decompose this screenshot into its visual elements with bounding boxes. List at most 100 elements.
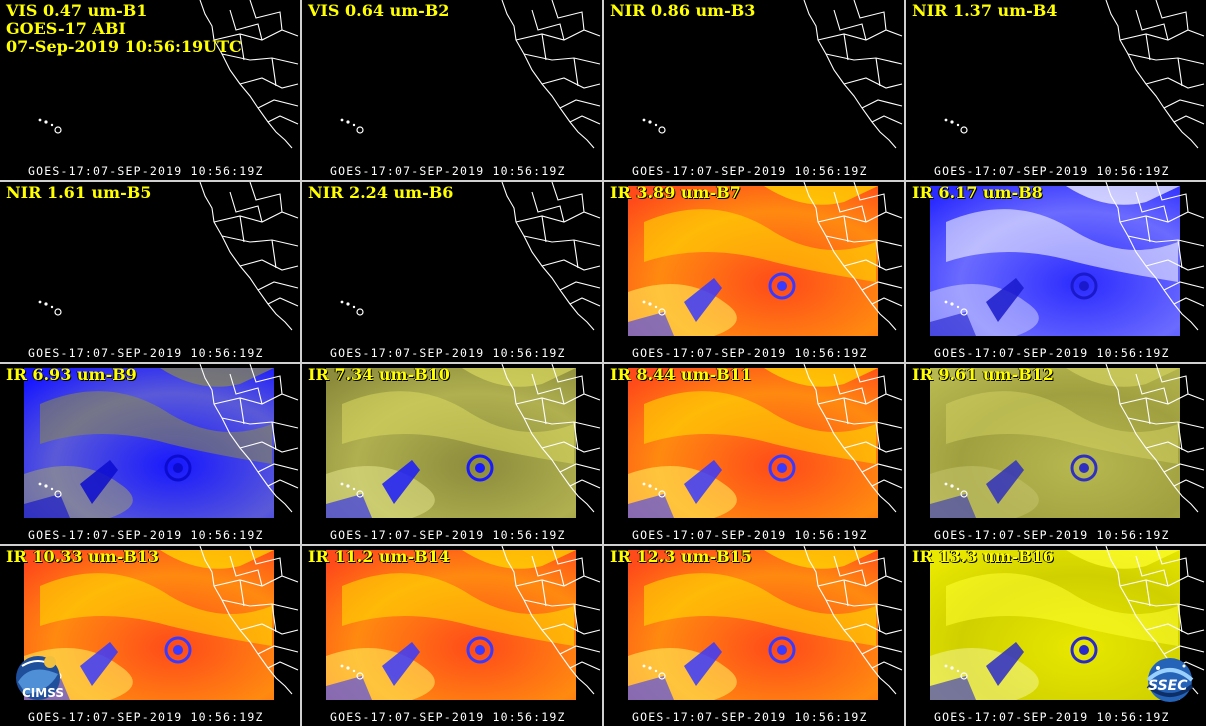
band-label: IR 10.33 um-B13 <box>6 547 160 566</box>
coastline <box>257 99 299 109</box>
coastline <box>221 599 299 611</box>
coastline <box>1163 281 1205 291</box>
satellite-image <box>24 364 299 518</box>
coastline <box>573 57 579 87</box>
cloud-band <box>764 186 878 205</box>
panel-timestamp: GOES-17:07-SEP-2019 10:56:19Z <box>632 164 868 178</box>
coastline <box>249 364 283 395</box>
hawaii-island <box>340 300 344 304</box>
hawaii-island <box>352 669 356 673</box>
hawaii-island <box>356 490 364 498</box>
cloud-band <box>1066 368 1180 387</box>
storm-eye <box>173 463 183 473</box>
coastline <box>573 239 579 269</box>
coastline <box>825 53 903 65</box>
coastline <box>239 623 299 635</box>
coastline <box>257 281 299 291</box>
storm-swirl <box>164 454 192 482</box>
hawaii-island <box>950 120 954 124</box>
coastline <box>833 555 867 587</box>
coastline <box>875 57 881 87</box>
coastline <box>541 77 601 89</box>
coastline <box>1135 555 1169 587</box>
satellite-instrument-label: GOES-17 ABI <box>6 19 126 38</box>
coastline <box>803 0 897 149</box>
coastline <box>1145 215 1151 243</box>
coastline <box>213 211 299 223</box>
grid-separator <box>0 180 1206 182</box>
coastline <box>825 417 903 429</box>
band-label: IR 7.34 um-B10 <box>308 365 450 384</box>
coastline <box>515 29 601 41</box>
coastline <box>229 191 263 223</box>
panel-timestamp: GOES-17:07-SEP-2019 10:56:19Z <box>330 528 566 542</box>
storm-eye <box>475 463 485 473</box>
cloud-band <box>40 573 272 646</box>
image-patch <box>326 494 372 518</box>
storm-swirl <box>768 636 796 664</box>
hawaii-island <box>960 308 968 316</box>
satellite-image <box>930 546 1205 700</box>
hawaii-island <box>944 118 948 122</box>
image-patch <box>986 460 1024 504</box>
panel-timestamp: GOES-17:07-SEP-2019 10:56:19Z <box>28 164 264 178</box>
image-patch <box>628 494 674 518</box>
coastline <box>1145 397 1151 425</box>
panel-timestamp: GOES-17:07-SEP-2019 10:56:19Z <box>330 710 566 724</box>
coastline <box>843 579 849 607</box>
coastline <box>249 546 283 577</box>
image-patch <box>986 278 1024 322</box>
coastline <box>871 479 903 489</box>
band-panel: IR 3.89 um-B7 GOES-17:07-SEP-2019 10:56:1… <box>604 182 904 362</box>
band-panel: IR 12.3 um-B15 GOES-17:07-SEP-2019 10:56:… <box>604 546 904 726</box>
coastline <box>1135 9 1169 41</box>
coastline <box>229 9 263 41</box>
grid-separator <box>0 362 1206 364</box>
coastline <box>825 599 903 611</box>
coastline <box>501 0 595 149</box>
hawaii-island <box>654 123 658 127</box>
satellite-image <box>340 0 601 149</box>
coastline <box>523 53 601 65</box>
hawaii-island <box>346 666 350 670</box>
hawaii-island <box>642 118 646 122</box>
coastline <box>569 479 601 489</box>
coastline <box>1163 645 1205 655</box>
coastline <box>239 77 299 89</box>
satellite-image <box>340 182 601 331</box>
image-patch <box>986 642 1024 686</box>
coastline <box>531 191 565 223</box>
coastline <box>825 235 903 247</box>
observation-datetime-label: 07-Sep-2019 10:56:19UTC <box>6 37 242 56</box>
band-label: VIS 0.64 um-B2 <box>308 1 450 20</box>
image-patch <box>684 460 722 504</box>
coastline <box>199 0 293 149</box>
cloud-band <box>1066 550 1180 569</box>
band-panel: VIS 0.47 um-B1 GOES-17:07-SEP-2019 10:56:… <box>0 0 300 180</box>
coastline <box>1173 115 1205 125</box>
hawaii-island <box>54 490 62 498</box>
image-patch <box>628 312 674 336</box>
hawaii-island <box>352 305 356 309</box>
coastline <box>817 29 903 41</box>
hawaii-island <box>658 126 666 134</box>
coastline <box>541 579 547 607</box>
hawaii-island <box>356 672 364 680</box>
coastline <box>239 397 245 425</box>
coastline <box>239 579 245 607</box>
coastline <box>1127 235 1205 247</box>
coastline <box>843 397 849 425</box>
coastline <box>249 182 283 213</box>
coastline <box>541 33 547 61</box>
panel-timestamp: GOES-17:07-SEP-2019 10:56:19Z <box>632 346 868 360</box>
panel-timestamp: GOES-17:07-SEP-2019 10:56:19Z <box>632 528 868 542</box>
satellite-image <box>326 364 601 518</box>
band-label: IR 3.89 um-B7 <box>610 183 741 202</box>
hawaii-island <box>658 490 666 498</box>
cloud-band <box>644 391 876 464</box>
coastline <box>1127 417 1205 429</box>
coastline <box>1155 364 1189 395</box>
coastline <box>833 191 867 223</box>
storm-eye <box>1079 463 1089 473</box>
